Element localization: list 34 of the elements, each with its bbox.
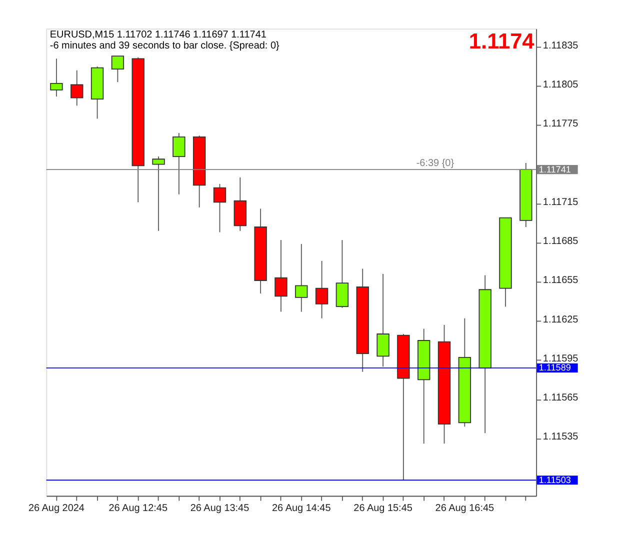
candlestick	[111, 56, 124, 83]
candlestick	[152, 156, 165, 232]
annotation: -6:39 {0}	[416, 158, 455, 170]
y-tick-label: 1.11625	[542, 314, 579, 326]
ref-line-label: 1.11589	[538, 362, 571, 373]
y-tick-label: 1.11685	[542, 236, 579, 248]
candlestick	[70, 70, 84, 106]
y-tick-label: 1.11775	[542, 118, 579, 130]
y-tick-label: 1.11535	[542, 432, 579, 443]
candlestick	[295, 243, 308, 312]
candlestick	[274, 240, 288, 312]
chart-title: EURUSD,M15 1.11702 1.11746 1.11697 1.11741	[50, 30, 267, 41]
ref-line-label: 1.11503	[538, 474, 571, 485]
ref-line-label: 1.11741	[538, 164, 571, 174]
x-tick-label: 26 Aug 16:45	[435, 502, 494, 514]
x-tick-label: 26 Aug 14:45	[272, 502, 332, 514]
y-tick-label: 1.11835	[542, 40, 579, 52]
x-tick-label: 26 Aug 2024	[28, 502, 85, 514]
x-tick-label: 26 Aug 15:45	[354, 502, 413, 514]
candlestick	[172, 132, 186, 195]
candlestick	[376, 274, 390, 368]
y-tick-label: 1.11595	[542, 353, 579, 364]
y-tick-label: 1.11805	[542, 79, 579, 90]
candlestick	[315, 260, 328, 319]
candlestick	[50, 58, 63, 97]
y-tick-label: 1.11715	[542, 196, 579, 208]
x-tick-label: 26 Aug 12:45	[108, 502, 168, 514]
candlestick	[336, 240, 349, 308]
x-tick-label: 26 Aug 13:45	[190, 502, 250, 514]
candlestick	[213, 183, 226, 233]
text: -6 minutes and 39 seconds to bar close. {Spread: 0}	[50, 40, 280, 52]
annotation: 1.1174	[468, 28, 534, 54]
y-tick-label: 1.11565	[542, 392, 579, 404]
y-tick-label: 1.11655	[542, 275, 579, 286]
